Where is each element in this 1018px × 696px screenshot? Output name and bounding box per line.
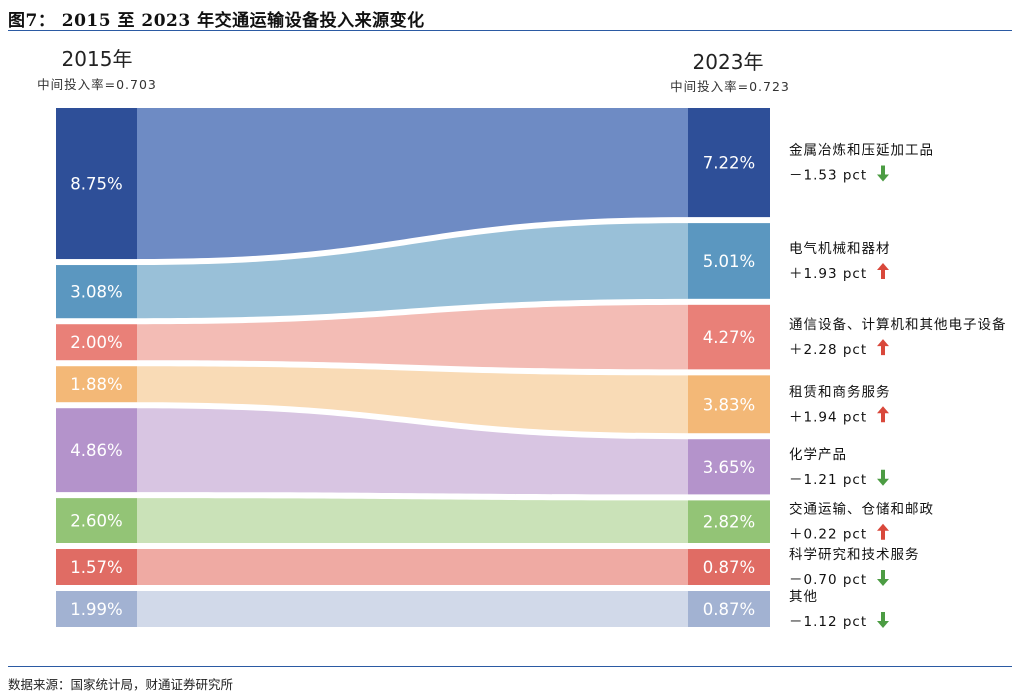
left-node-bar (56, 366, 137, 403)
right-node-bar (688, 108, 770, 218)
labels-layer: 8.75% 7.22% 金属冶炼和压延加工品 －1.53 pct 3.08% 5.01% 电… (70, 143, 1007, 630)
change-label: －1.12 pct (789, 614, 867, 630)
right-node-bar (688, 375, 770, 434)
category-label: 科学研究和技术服务 (789, 547, 920, 563)
flows-layer (137, 108, 688, 627)
category-label: 电气机械和器材 (789, 241, 891, 257)
bottom-rule (8, 666, 1012, 667)
flow-band (137, 498, 688, 543)
left-node-bar (56, 108, 137, 260)
source-note: 数据来源：国家统计局，财通证券研究所 (8, 677, 234, 692)
left-value-label: 1.88% (70, 375, 122, 394)
category-label: 租赁和商务服务 (789, 384, 891, 400)
arrow-down-icon (877, 469, 889, 486)
left-node-bar (56, 324, 137, 361)
left-value-label: 1.57% (70, 558, 122, 577)
change-label: ＋1.94 pct (789, 409, 867, 425)
category-label: 金属冶炼和压延加工品 (789, 143, 934, 159)
right-node-bar (688, 500, 770, 543)
change-label: －0.70 pct (789, 572, 867, 588)
left-value-label: 4.86% (70, 441, 122, 460)
nodes-layer (56, 108, 770, 627)
right-node-bar (688, 223, 770, 299)
figure-title: 图7： 2015 至 2023 年交通运输设备投入来源变化 (8, 11, 425, 31)
left-value-label: 2.60% (70, 512, 122, 531)
left-year-label: 2015年 (62, 47, 133, 71)
right-value-label: 3.83% (703, 395, 755, 414)
arrow-up-icon (877, 406, 889, 423)
category-label: 化学产品 (789, 447, 847, 463)
flow-band (137, 108, 688, 260)
flow-band (137, 591, 688, 627)
flow-band (137, 408, 688, 495)
left-node-bar (56, 591, 137, 627)
change-label: ＋2.28 pct (789, 342, 867, 358)
right-value-label: 2.82% (703, 513, 755, 532)
change-label: －1.53 pct (789, 168, 867, 184)
category-label: 其他 (789, 589, 818, 605)
arrow-up-icon (877, 523, 889, 540)
left-value-label: 8.75% (70, 175, 122, 194)
arrow-down-icon (877, 570, 889, 586)
right-node-bar (688, 439, 770, 495)
flow-band (137, 549, 688, 585)
arrow-down-icon (877, 165, 889, 182)
right-year-label: 2023年 (693, 50, 764, 74)
flow-band (137, 366, 688, 434)
left-node-bar (56, 498, 137, 543)
flow-band (137, 223, 688, 319)
right-node-bar (688, 549, 770, 585)
left-value-label: 1.99% (70, 600, 122, 619)
right-value-label: 4.27% (703, 328, 755, 347)
right-node-bar (688, 304, 770, 370)
right-value-label: 3.65% (703, 458, 755, 477)
change-label: ＋1.93 pct (789, 266, 867, 282)
right-value-label: 0.87% (703, 600, 755, 619)
left-node-bar (56, 265, 137, 319)
left-subtitle: 中间投入率=0.703 (37, 77, 157, 92)
top-rule (8, 30, 1012, 31)
right-node-bar (688, 591, 770, 627)
left-node-bar (56, 408, 137, 493)
right-value-label: 5.01% (703, 252, 755, 271)
arrow-up-icon (877, 339, 889, 356)
right-value-label: 0.87% (703, 558, 755, 577)
left-node-bar (56, 549, 137, 585)
category-label: 通信设备、计算机和其他电子设备 (789, 316, 1007, 333)
right-value-label: 7.22% (703, 154, 755, 173)
left-value-label: 3.08% (70, 283, 122, 302)
left-value-label: 2.00% (70, 333, 122, 352)
right-subtitle: 中间投入率=0.723 (670, 79, 790, 94)
flow-band (137, 304, 688, 370)
category-label: 交通运输、仓储和邮政 (789, 501, 934, 518)
change-label: －1.21 pct (789, 472, 867, 488)
arrow-down-icon (877, 612, 889, 628)
arrow-up-icon (877, 262, 889, 279)
change-label: ＋0.22 pct (789, 527, 867, 543)
